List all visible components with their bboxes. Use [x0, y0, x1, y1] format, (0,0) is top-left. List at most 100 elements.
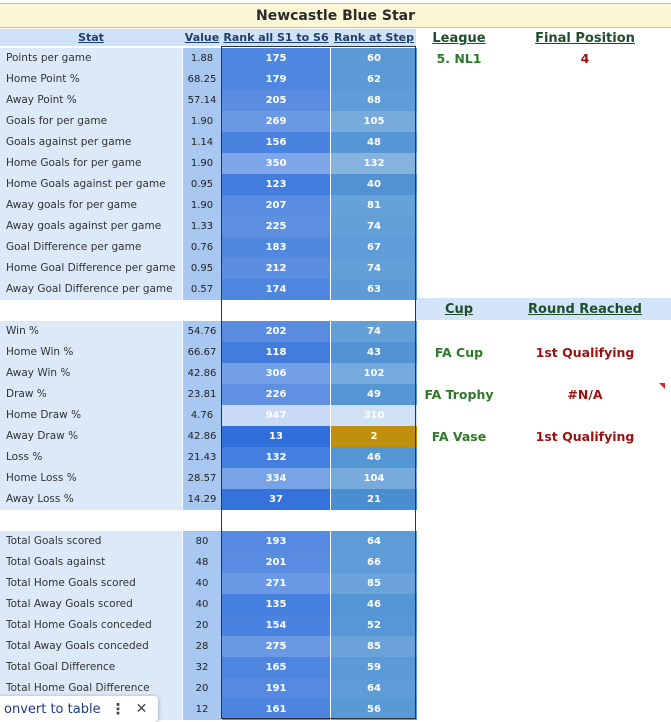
- rank-all-cell[interactable]: 13: [222, 426, 330, 447]
- rank-step-cell[interactable]: 67: [331, 237, 417, 258]
- stat-value[interactable]: 28.57: [183, 468, 221, 489]
- rank-all-cell[interactable]: 156: [222, 132, 330, 153]
- rank-step-cell[interactable]: 104: [331, 468, 417, 489]
- cup-name-fa-cup[interactable]: FA Cup: [434, 345, 484, 360]
- cup-round-fa-vase[interactable]: 1st Qualifying: [535, 429, 635, 444]
- stat-label[interactable]: Away Point %: [6, 94, 77, 106]
- rank-all-cell[interactable]: 135: [222, 594, 330, 615]
- rank-all-cell[interactable]: 201: [222, 552, 330, 573]
- rank-step-cell[interactable]: 105: [331, 111, 417, 132]
- stat-label[interactable]: Total Goals against: [6, 556, 106, 568]
- stat-value[interactable]: 0.76: [183, 237, 221, 258]
- cup-round-fa-cup[interactable]: 1st Qualifying: [535, 345, 635, 360]
- stat-label[interactable]: Total Home Goals conceded: [6, 619, 152, 631]
- rank-all-cell[interactable]: 225: [222, 216, 330, 237]
- rank-all-cell[interactable]: 132: [222, 447, 330, 468]
- rank-step-cell[interactable]: 40: [331, 174, 417, 195]
- final-position-header[interactable]: Final Position: [535, 31, 635, 46]
- rank-all-cell[interactable]: 947: [222, 405, 330, 426]
- rank-all-cell[interactable]: 212: [222, 258, 330, 279]
- rank-all-cell[interactable]: 275: [222, 636, 330, 657]
- header-rank-step[interactable]: Rank at Step: [334, 31, 414, 44]
- rank-all-cell[interactable]: 306: [222, 363, 330, 384]
- stat-value[interactable]: 66.67: [183, 342, 221, 363]
- rank-all-cell[interactable]: 174: [222, 279, 330, 300]
- stat-label[interactable]: Total Home Goals scored: [6, 577, 136, 589]
- stat-value[interactable]: 80: [183, 531, 221, 552]
- stat-label[interactable]: Away Loss %: [6, 493, 74, 505]
- header-value[interactable]: Value: [184, 31, 220, 44]
- stat-value[interactable]: 1.90: [183, 153, 221, 174]
- stat-label[interactable]: Away Win %: [6, 367, 71, 379]
- header-stat[interactable]: Stat: [78, 31, 104, 44]
- stat-value[interactable]: 20: [183, 678, 221, 699]
- rank-step-cell[interactable]: 46: [331, 594, 417, 615]
- cup-name-fa-trophy[interactable]: FA Trophy: [424, 387, 494, 402]
- stat-value[interactable]: 42.86: [183, 426, 221, 447]
- stat-value[interactable]: 40: [183, 594, 221, 615]
- rank-step-cell[interactable]: 21: [331, 489, 417, 510]
- stat-value[interactable]: 40: [183, 573, 221, 594]
- stat-label[interactable]: Home Goals against per game: [6, 178, 166, 190]
- stat-label[interactable]: Home Goals for per game: [6, 157, 142, 169]
- league-header[interactable]: League: [432, 31, 486, 46]
- rank-step-cell[interactable]: 64: [331, 678, 417, 699]
- rank-all-cell[interactable]: 37: [222, 489, 330, 510]
- stat-label[interactable]: Win %: [6, 325, 40, 337]
- stat-label[interactable]: Total Goals scored: [6, 535, 102, 547]
- stat-value[interactable]: 0.95: [183, 174, 221, 195]
- stat-label[interactable]: Goals against per game: [6, 136, 132, 148]
- stat-value[interactable]: 23.81: [183, 384, 221, 405]
- stat-label[interactable]: Away goals against per game: [6, 220, 162, 232]
- stat-value[interactable]: 1.90: [183, 111, 221, 132]
- rank-step-cell[interactable]: 310: [331, 405, 417, 426]
- rank-all-cell[interactable]: 350: [222, 153, 330, 174]
- rank-all-cell[interactable]: 179: [222, 69, 330, 90]
- rank-all-cell[interactable]: 191: [222, 678, 330, 699]
- stat-label[interactable]: Total Home Goal Difference: [6, 682, 150, 694]
- stat-label[interactable]: Goals for per game: [6, 115, 108, 127]
- rank-all-cell[interactable]: 154: [222, 615, 330, 636]
- stat-value[interactable]: 20: [183, 615, 221, 636]
- stat-label[interactable]: Total Away Goals scored: [6, 598, 133, 610]
- rank-step-cell[interactable]: 52: [331, 615, 417, 636]
- stat-label[interactable]: Goal Difference per game: [6, 241, 142, 253]
- rank-all-cell[interactable]: 123: [222, 174, 330, 195]
- stat-value[interactable]: 48: [183, 552, 221, 573]
- stat-label[interactable]: Home Draw %: [6, 409, 82, 421]
- stat-value[interactable]: 4.76: [183, 405, 221, 426]
- rank-all-cell[interactable]: 226: [222, 384, 330, 405]
- header-rank-all[interactable]: Rank all S1 to S6: [223, 31, 329, 44]
- convert-to-table-label[interactable]: onvert to table: [4, 701, 101, 717]
- rank-step-cell[interactable]: 74: [331, 321, 417, 342]
- stat-value[interactable]: 42.86: [183, 363, 221, 384]
- rank-step-cell[interactable]: 59: [331, 657, 417, 678]
- rank-all-cell[interactable]: 183: [222, 237, 330, 258]
- stat-label[interactable]: Home Point %: [6, 73, 80, 85]
- rank-step-cell[interactable]: 49: [331, 384, 417, 405]
- rank-step-cell[interactable]: 63: [331, 279, 417, 300]
- rank-all-cell[interactable]: 269: [222, 111, 330, 132]
- rank-all-cell[interactable]: 161: [222, 699, 330, 720]
- rank-all-cell[interactable]: 202: [222, 321, 330, 342]
- round-reached-header[interactable]: Round Reached: [528, 302, 642, 317]
- rank-step-cell[interactable]: 62: [331, 69, 417, 90]
- stat-label[interactable]: Loss %: [6, 451, 43, 463]
- rank-all-cell[interactable]: 271: [222, 573, 330, 594]
- stat-value[interactable]: 21.43: [183, 447, 221, 468]
- stat-value[interactable]: 54.76: [183, 321, 221, 342]
- stat-label[interactable]: Home Win %: [6, 346, 74, 358]
- rank-step-cell[interactable]: 56: [331, 699, 417, 720]
- stat-label[interactable]: Home Loss %: [6, 472, 77, 484]
- close-icon[interactable]: ✕: [135, 701, 148, 717]
- rank-step-cell[interactable]: 43: [331, 342, 417, 363]
- rank-step-cell[interactable]: 2: [331, 426, 417, 447]
- stat-label[interactable]: Away Draw %: [6, 430, 79, 442]
- rank-step-cell[interactable]: 46: [331, 447, 417, 468]
- stat-value[interactable]: 0.57: [183, 279, 221, 300]
- rank-all-cell[interactable]: 118: [222, 342, 330, 363]
- stat-label[interactable]: Home Goal Difference per game: [6, 262, 176, 274]
- stat-label[interactable]: Total Goal Difference: [6, 661, 116, 673]
- rank-step-cell[interactable]: 81: [331, 195, 417, 216]
- stat-value[interactable]: 57.14: [183, 90, 221, 111]
